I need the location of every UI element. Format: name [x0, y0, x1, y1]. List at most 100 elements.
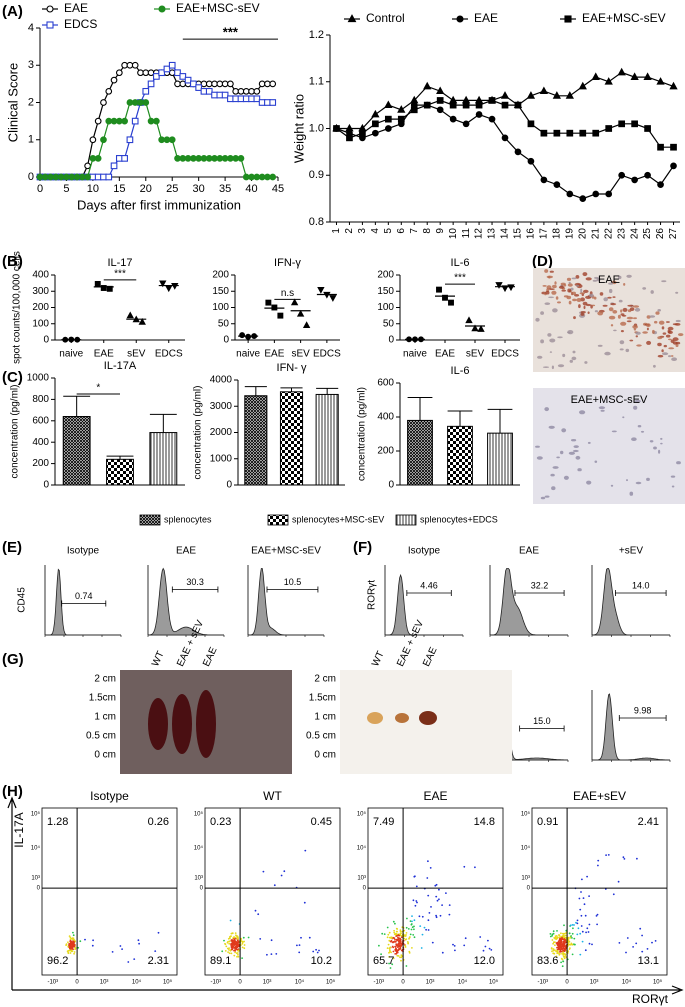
cell: [622, 307, 628, 312]
bar: [149, 432, 178, 486]
cell-dot: [405, 926, 408, 929]
cell: [548, 288, 555, 290]
cell: [552, 308, 558, 313]
cell-dot: [273, 884, 276, 887]
y-tick-label: 0.9: [309, 169, 324, 181]
cell-dot: [435, 895, 438, 898]
cell-dot: [315, 948, 317, 951]
axis-label: IL-17A: [12, 812, 26, 847]
marker: [165, 285, 173, 293]
cell-dot: [579, 932, 582, 935]
cell-dot: [69, 949, 72, 952]
marker: [552, 91, 562, 99]
cell: [613, 329, 617, 332]
cell: [568, 281, 571, 284]
cell: [548, 296, 555, 299]
cell-dot: [410, 928, 413, 931]
cell-dot: [157, 931, 160, 934]
cell-dot: [138, 942, 141, 945]
legend-swatch: [395, 514, 417, 526]
cell: [572, 350, 576, 354]
cell-dot: [435, 883, 438, 886]
cell-dot: [74, 946, 77, 949]
y-tick-label: 1.2: [309, 29, 324, 41]
image-label: EAE: [598, 274, 620, 286]
cell-dot: [389, 950, 391, 953]
cell-dot: [452, 943, 454, 946]
cell-dot: [555, 935, 558, 937]
x-tick-label: 10³: [100, 980, 109, 986]
y-tick-label: 1: [28, 134, 34, 146]
y-axis-label: Clinical Score: [5, 63, 20, 142]
cell-dot: [235, 947, 238, 949]
chart-title: IFN-γ: [274, 257, 301, 269]
cell-dot: [394, 932, 397, 935]
cell: [572, 449, 579, 453]
cell-dot: [229, 919, 232, 922]
cell-dot: [237, 953, 239, 956]
panel-label: (H): [2, 783, 23, 800]
cell: [668, 355, 672, 358]
cell-dot: [232, 944, 234, 947]
marker: [553, 129, 561, 137]
cell-dot: [561, 965, 564, 968]
cell-dot: [575, 921, 577, 924]
cell: [663, 344, 667, 348]
cell: [588, 293, 594, 298]
cell-dot: [435, 916, 438, 919]
cell-dot: [241, 957, 244, 959]
marker: [423, 81, 432, 90]
x-tick-label: 16: [526, 228, 537, 240]
cell-dot: [231, 932, 234, 935]
marker: [564, 15, 572, 23]
cell-dot: [564, 950, 566, 952]
cell: [657, 342, 662, 347]
cell-dot: [562, 932, 564, 935]
cell-dot: [228, 948, 230, 951]
cell: [623, 283, 626, 286]
cell-dot: [391, 941, 394, 943]
cell-dot: [412, 899, 415, 902]
y-tick-label: 0: [527, 886, 531, 892]
cell-dot: [388, 949, 391, 951]
y-tick-label: 10⁵: [357, 811, 367, 818]
cell-dot: [554, 944, 556, 947]
cell: [544, 407, 549, 412]
cell-dot: [581, 940, 584, 943]
cell-dot: [223, 939, 225, 942]
cell: [619, 348, 624, 351]
cell: [633, 317, 637, 320]
cell-dot: [573, 924, 575, 926]
marker: [631, 120, 638, 128]
cell-dot: [581, 878, 583, 881]
cell: [635, 335, 638, 338]
cell-dot: [303, 901, 306, 904]
marker: [514, 101, 522, 109]
marker: [436, 97, 444, 104]
cell-dot: [588, 942, 591, 945]
cell-dot: [399, 930, 402, 933]
plot-frame: [531, 807, 668, 976]
cell: [632, 305, 640, 308]
cell-dot: [646, 948, 649, 950]
cell-dot: [563, 924, 565, 927]
cell-dot: [318, 949, 320, 952]
cell-dot: [596, 913, 599, 916]
legend-swatch: [139, 514, 161, 526]
y-tick-label: 10⁵: [521, 811, 531, 818]
cell-dot: [597, 859, 600, 862]
x-tick-label: 10: [87, 183, 99, 195]
cell-dot: [397, 943, 400, 946]
x-tick-label: 20: [140, 183, 152, 195]
y-tick-label: 0: [43, 335, 49, 346]
cell: [594, 310, 599, 313]
cell-dot: [641, 934, 643, 937]
x-tick-label: 0: [238, 980, 242, 986]
marker: [371, 109, 380, 118]
cell-dot: [235, 943, 238, 946]
marker: [147, 80, 155, 88]
x-tick-label: 19: [564, 228, 575, 240]
marker: [302, 321, 311, 328]
quadrant-value: 1.28: [47, 816, 68, 828]
marker: [121, 117, 128, 125]
